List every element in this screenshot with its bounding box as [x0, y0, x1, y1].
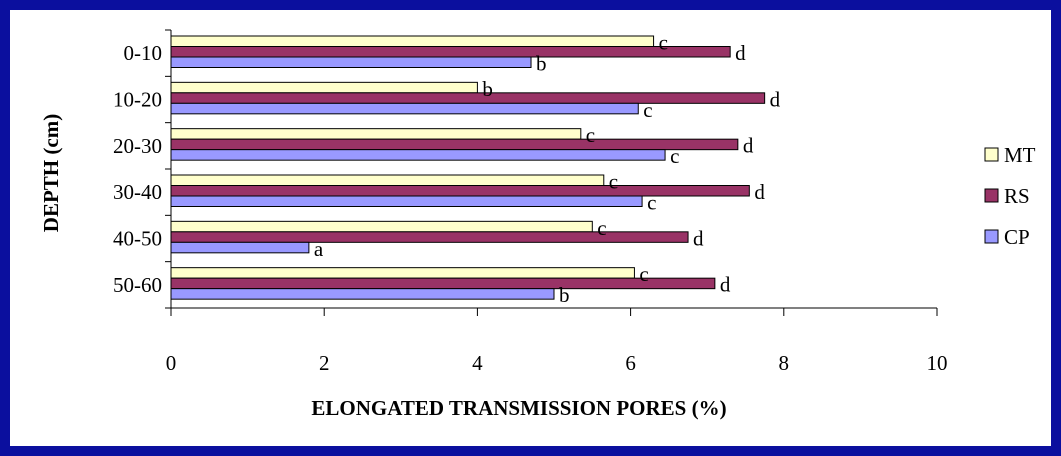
bar-label-rs-20-30: d — [743, 134, 754, 158]
bar-label-cp-20-30: c — [670, 144, 679, 168]
bar-label-rs-30-40: d — [754, 180, 765, 204]
bar-cp-40-50 — [170, 241, 310, 254]
bar-label-mt-30-40: c — [609, 170, 618, 194]
x-tick-label-6: 6 — [625, 351, 636, 375]
bar-cp-10-20 — [170, 102, 639, 115]
x-axis-title: ELONGATED TRANSMISSION PORES (%) — [311, 396, 726, 420]
legend-label-cp: CP — [1004, 225, 1030, 249]
x-tick-label-0: 0 — [166, 351, 177, 375]
bar-label-rs-40-50: d — [693, 226, 704, 250]
bar-label-mt-0-10: c — [659, 31, 668, 55]
bar-mt-40-50 — [170, 220, 593, 233]
x-tick-label-2: 2 — [319, 351, 330, 375]
bar-rs-0-10 — [170, 46, 731, 58]
bar-chart: c d b 0-10 b d c 10-20 c d c 20-30 c d c 30-40 c d a 40-50 c… — [39, 29, 1036, 421]
bar-mt-50-60 — [170, 267, 635, 279]
bar-label-cp-40-50: a — [314, 237, 324, 261]
y-tick-label-40-50: 40-50 — [113, 227, 162, 251]
legend-swatch-cp — [984, 229, 999, 244]
bar-rs-20-30 — [170, 138, 739, 151]
bar-label-rs-10-20: d — [770, 87, 781, 111]
legend-label-mt: MT — [1004, 143, 1036, 167]
bar-label-cp-30-40: c — [647, 191, 656, 215]
bars-layer — [170, 35, 766, 300]
bar-mt-30-40 — [170, 174, 605, 186]
bar-label-rs-50-60: d — [720, 273, 731, 297]
bar-cp-50-60 — [170, 288, 555, 300]
y-axis-title: DEPTH (cm) — [39, 114, 63, 232]
bar-cp-0-10 — [170, 56, 532, 68]
bar-cp-20-30 — [170, 149, 666, 161]
x-tick-label-10: 10 — [927, 351, 948, 375]
y-tick-label-50-60: 50-60 — [113, 273, 162, 297]
bar-label-cp-10-20: c — [643, 98, 652, 122]
legend-swatch-rs — [984, 188, 999, 203]
bar-label-mt-10-20: b — [482, 77, 493, 101]
y-tick-label-0-10: 0-10 — [124, 41, 163, 65]
bar-mt-20-30 — [170, 128, 582, 140]
x-tick-label-4: 4 — [472, 351, 483, 375]
bar-label-mt-40-50: c — [597, 216, 606, 240]
bar-mt-0-10 — [170, 35, 655, 47]
bar-label-cp-0-10: b — [536, 52, 547, 76]
legend-label-rs: RS — [1004, 184, 1030, 208]
x-tick-label-8: 8 — [779, 351, 790, 375]
legend-swatch-mt — [984, 147, 999, 162]
bar-rs-10-20 — [170, 92, 766, 104]
y-tick-label-10-20: 10-20 — [113, 88, 162, 112]
bar-rs-50-60 — [170, 277, 716, 290]
y-tick-label-30-40: 30-40 — [113, 180, 162, 204]
axes-layer — [165, 29, 938, 316]
legend: MT RS CP — [984, 143, 1036, 249]
bar-rs-30-40 — [170, 185, 750, 197]
text-layer: c d b 0-10 b d c 10-20 c d c 20-30 c d c 30-40 c d a 40-50 c… — [39, 31, 948, 421]
bar-label-cp-50-60: b — [559, 283, 570, 307]
chart-frame: c d b 0-10 b d c 10-20 c d c 20-30 c d c 30-40 c d a 40-50 c… — [10, 10, 1051, 446]
bar-cp-30-40 — [170, 195, 643, 207]
bar-label-mt-20-30: c — [586, 123, 595, 147]
bar-label-mt-50-60: c — [639, 262, 648, 286]
bar-label-rs-0-10: d — [735, 41, 746, 65]
bar-rs-40-50 — [170, 231, 689, 243]
bar-mt-10-20 — [170, 81, 478, 94]
y-tick-label-20-30: 20-30 — [113, 134, 162, 158]
